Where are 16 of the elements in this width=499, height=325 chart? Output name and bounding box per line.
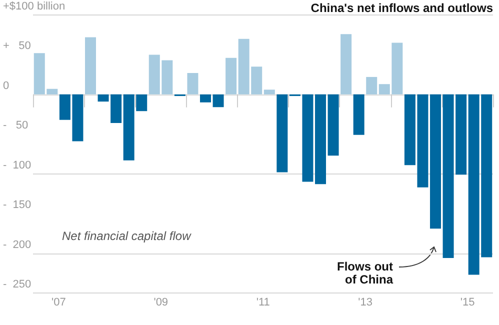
y-tick-label: +$100 billion — [3, 0, 66, 12]
y-tick-label: - 250 — [3, 278, 32, 290]
chart-title: China's net inflows and outlows — [310, 1, 494, 15]
x-tick-label: '07 — [51, 296, 66, 308]
annotation: Flows out of China — [337, 260, 394, 286]
y-tick-label: 0 — [3, 80, 10, 92]
y-tick-label: - 50 — [3, 120, 28, 132]
x-tick-label: '13 — [358, 296, 373, 308]
x-tick-label: '11 — [256, 296, 270, 308]
x-tick-label: '15 — [460, 296, 475, 308]
y-tick-label: - 200 — [3, 238, 32, 251]
y-tick-label: + 50 — [3, 40, 31, 52]
x-tick-label: '09 — [154, 296, 168, 308]
y-tick-label: - 100 — [3, 159, 32, 172]
y-tick-label: - 150 — [3, 199, 32, 212]
annotation: Net financial capital flow — [62, 229, 192, 243]
